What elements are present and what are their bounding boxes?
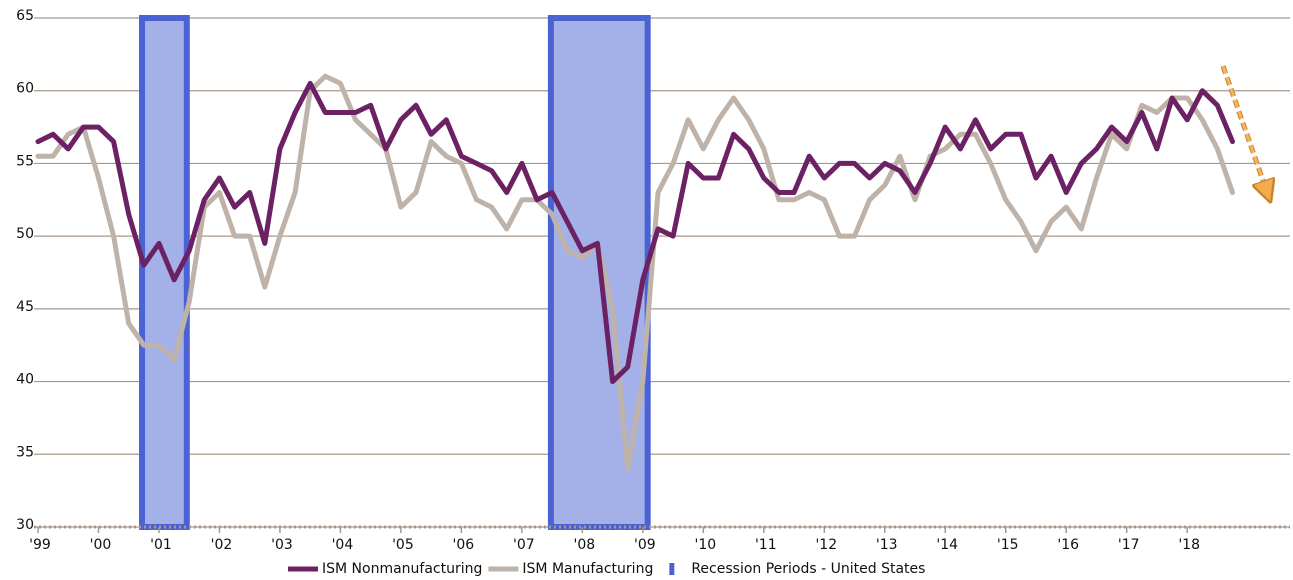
recession-layer	[139, 15, 651, 530]
axis-layer: 30 35 40 45 50 55 60 65 '99 '00 '01 '02 '03 '04 '05 '06…	[16, 8, 1290, 553]
x-tick-label: '12	[815, 537, 837, 553]
x-tick-label: '08	[574, 537, 596, 553]
x-tick-label: '02	[211, 537, 233, 553]
y-tick-label: 30	[16, 517, 34, 533]
y-tick-label: 65	[16, 8, 34, 24]
x-tick-label: '09	[634, 537, 656, 553]
y-tick-label: 35	[16, 444, 34, 460]
x-tick-label: '03	[271, 537, 293, 553]
x-tick-label: '15	[997, 537, 1019, 553]
legend-swatch	[669, 563, 675, 575]
y-tick-label: 50	[16, 226, 34, 242]
x-tick-label: '01	[150, 537, 172, 553]
series-line	[35, 80, 1235, 385]
y-tick-label: 40	[16, 372, 34, 388]
x-tick-label: '16	[1057, 537, 1079, 553]
background-layer	[34, 17, 1290, 528]
legend-label: Recession Periods - United States	[691, 561, 925, 577]
x-tick-label: '10	[694, 537, 716, 553]
y-tick-label: 60	[16, 81, 34, 97]
x-tick-label: '11	[755, 537, 777, 553]
x-tick-label: '00	[90, 537, 112, 553]
line-layer	[35, 73, 1235, 472]
x-tick-label: '18	[1178, 537, 1200, 553]
x-tick-label: '06	[453, 537, 475, 553]
x-tick-label: '99	[29, 537, 51, 553]
x-tick-label: '17	[1118, 537, 1140, 553]
x-tick-label: '14	[936, 537, 958, 553]
x-tick-label: '05	[392, 537, 414, 553]
legend-label: ISM Nonmanufacturing	[322, 561, 482, 577]
y-tick-label: 45	[16, 299, 34, 315]
x-tick-label: '04	[332, 537, 354, 553]
trend-arrow	[1221, 65, 1267, 192]
legend-label: ISM Manufacturing	[522, 561, 653, 577]
x-tick-label: '07	[513, 537, 535, 553]
series-line	[35, 73, 1235, 472]
x-tick-label: '13	[876, 537, 898, 553]
legend: ISM Nonmanufacturing ISM Manufacturing Rec…	[288, 561, 925, 577]
y-tick-label: 55	[16, 153, 34, 169]
